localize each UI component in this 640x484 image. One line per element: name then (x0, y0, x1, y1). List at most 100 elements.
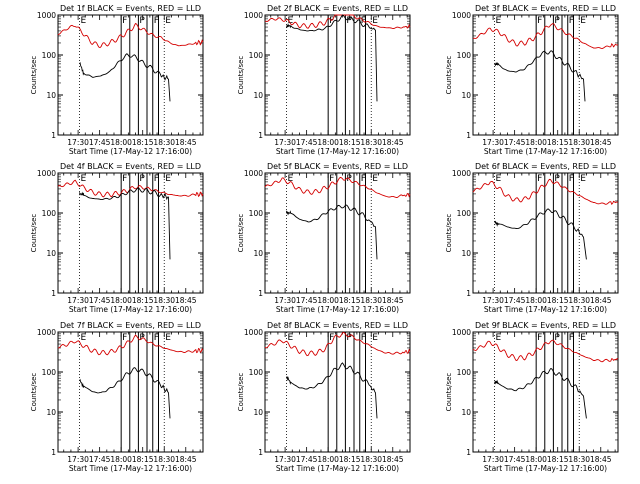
y-tick-label: 1000 (452, 169, 471, 178)
plot-frame (57, 172, 204, 294)
x-tick-label: 18:00 (317, 296, 339, 305)
y-tick-label: 1000 (37, 169, 56, 178)
x-tick-label: 18:45 (175, 296, 197, 305)
x-tick-label: 17:30 (482, 455, 504, 464)
lld-line (57, 334, 204, 356)
x-tick-label: 18:45 (175, 455, 197, 464)
interval-letter: F (569, 174, 574, 184)
interval-letter: F (537, 174, 542, 184)
y-axis-label: Counts/sec (30, 214, 38, 253)
x-tick-label: 18:00 (317, 455, 339, 464)
x-tick-label: 17:30 (274, 296, 296, 305)
events-line (79, 367, 171, 419)
x-axis-label: Start Time (17-May-12 17:16:00) (484, 147, 607, 156)
x-tick-label: 18:30 (360, 296, 382, 305)
panel-title: Det 7f BLACK = Events, RED = LLD (60, 321, 201, 330)
y-tick-label: 1 (466, 131, 471, 140)
x-tick-label: 18:15 (132, 296, 154, 305)
interval-letter: E (81, 333, 87, 343)
x-tick-label: 18:45 (382, 138, 404, 147)
events-line (286, 204, 378, 260)
x-axis-label: Start Time (17-May-12 17:16:00) (484, 464, 607, 473)
interval-letter: E (372, 333, 378, 343)
x-tick-label: 17:45 (504, 455, 526, 464)
interval-letter: F (361, 174, 366, 184)
lld-line (57, 179, 204, 198)
interval-letter: F (154, 16, 159, 26)
interval-letter: F (569, 16, 574, 26)
x-tick-label: 18:30 (568, 455, 590, 464)
x-tick-label: 18:45 (175, 138, 197, 147)
interval-letter: P (554, 333, 560, 343)
x-tick-label: 18:30 (153, 138, 175, 147)
panel-5: Det 5f BLACK = Events, RED = LLD 1 10 100 10… (237, 162, 411, 314)
panel-title: Det 3f BLACK = Events, RED = LLD (475, 4, 616, 13)
lld-line (472, 178, 619, 205)
interval-letter: E (165, 16, 171, 26)
y-tick-label: 1000 (452, 11, 471, 20)
interval-letter: E (288, 16, 294, 26)
interval-letter: E (165, 333, 171, 343)
y-tick-label: 1000 (244, 11, 263, 20)
interval-letter: P (346, 333, 352, 343)
y-tick-label: 100 (249, 51, 264, 60)
interval-letter: P (554, 16, 560, 26)
x-tick-label: 18:15 (339, 296, 361, 305)
y-tick-label: 1 (51, 131, 56, 140)
panel-6: Det 6f BLACK = Events, RED = LLD 1 10 100 10… (445, 162, 619, 314)
x-tick-label: 18:15 (132, 455, 154, 464)
events-line (79, 53, 171, 102)
x-tick-label: 17:45 (296, 138, 318, 147)
plot-frame (472, 331, 619, 453)
panel-4: Det 4f BLACK = Events, RED = LLD 1 10 100 10… (30, 162, 204, 314)
interval-letter: P (346, 16, 352, 26)
y-axis-label: Counts/sec (30, 56, 38, 95)
y-tick-label: 100 (42, 51, 57, 60)
interval-letter: F (329, 333, 334, 343)
interval-letter: P (139, 16, 145, 26)
panel-title: Det 6f BLACK = Events, RED = LLD (475, 162, 616, 171)
events-line (286, 362, 378, 419)
x-axis-label: Start Time (17-May-12 17:16:00) (276, 464, 399, 473)
x-tick-label: 17:30 (274, 455, 296, 464)
plot-frame (264, 172, 411, 294)
y-tick-label: 1 (258, 448, 263, 457)
interval-letter: E (372, 174, 378, 184)
interval-letter: F (361, 333, 366, 343)
x-tick-label: 18:00 (110, 138, 132, 147)
y-tick-label: 1 (51, 289, 56, 298)
y-tick-label: 1000 (37, 11, 56, 20)
panel-3: Det 3f BLACK = Events, RED = LLD 1 10 100 10… (445, 4, 619, 156)
x-tick-label: 17:45 (504, 296, 526, 305)
interval-letter: F (537, 333, 542, 343)
x-axis-label: Start Time (17-May-12 17:16:00) (69, 147, 192, 156)
x-tick-label: 17:30 (67, 455, 89, 464)
x-tick-label: 18:45 (590, 455, 612, 464)
lld-line (264, 176, 411, 198)
x-tick-label: 18:15 (547, 296, 569, 305)
interval-letter: E (580, 16, 586, 26)
x-tick-label: 17:45 (89, 455, 111, 464)
interval-letter: E (372, 16, 378, 26)
panel-title: Det 4f BLACK = Events, RED = LLD (60, 162, 201, 171)
x-tick-label: 18:15 (339, 138, 361, 147)
panel-title: Det 9f BLACK = Events, RED = LLD (475, 321, 616, 330)
y-axis-label: Counts/sec (445, 214, 453, 253)
y-axis-label: Counts/sec (445, 56, 453, 95)
x-axis-label: Start Time (17-May-12 17:16:00) (69, 305, 192, 314)
panel-9: Det 9f BLACK = Events, RED = LLD 1 10 100 10… (445, 321, 619, 473)
x-tick-label: 17:45 (89, 296, 111, 305)
panel-7: Det 7f BLACK = Events, RED = LLD 1 10 100 10… (30, 321, 204, 473)
x-tick-label: 18:00 (317, 138, 339, 147)
x-tick-label: 17:30 (67, 296, 89, 305)
events-line (286, 14, 378, 102)
interval-letter: F (537, 16, 542, 26)
y-axis-label: Counts/sec (445, 373, 453, 412)
y-axis-label: Counts/sec (237, 214, 245, 253)
lld-line (57, 22, 204, 49)
y-tick-label: 10 (253, 249, 263, 258)
y-tick-label: 1000 (37, 328, 56, 337)
y-tick-label: 10 (46, 408, 56, 417)
y-tick-label: 10 (253, 91, 263, 100)
panel-title: Det 2f BLACK = Events, RED = LLD (267, 4, 408, 13)
